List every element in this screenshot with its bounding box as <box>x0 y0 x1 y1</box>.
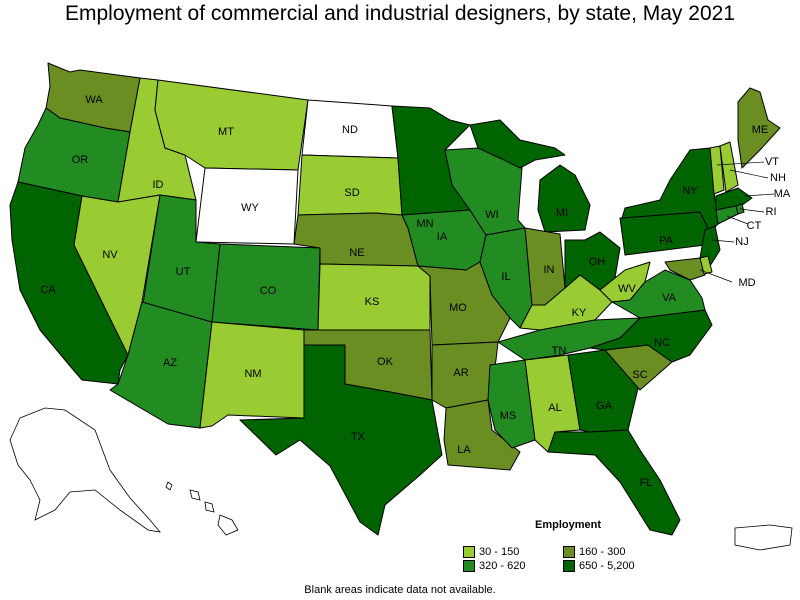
state-hi-island <box>217 514 239 536</box>
state-hi-island <box>189 489 201 501</box>
state-hi-island <box>165 481 173 491</box>
state-label-wi: WI <box>485 209 498 221</box>
callout-line-vt <box>716 161 765 166</box>
legend-item-160-300: 160 - 300 <box>563 545 663 559</box>
state-label-ca: CA <box>40 284 56 296</box>
state-label-mn: MN <box>416 218 433 230</box>
state-label-va: VA <box>662 292 677 304</box>
state-label-al: AL <box>548 402 561 414</box>
state-mi <box>469 119 566 169</box>
callout-line-md <box>699 269 733 283</box>
state-label-az: AZ <box>163 357 177 369</box>
state-label-ia: IA <box>437 231 448 243</box>
legend-label: 650 - 5,200 <box>579 560 635 572</box>
legend-label: 320 - 620 <box>479 560 526 572</box>
state-label-mi: MI <box>556 207 568 219</box>
state-label-or: OR <box>72 154 89 166</box>
state-me <box>737 87 781 169</box>
callout-line-ct <box>726 215 749 225</box>
state-mi <box>537 164 591 233</box>
state-label-ms: MS <box>500 410 517 422</box>
state-label-ma: MA <box>774 188 791 200</box>
legend-item-320-620: 320 - 620 <box>463 559 563 573</box>
state-md <box>664 257 706 281</box>
legend-title: Employment <box>534 519 601 531</box>
legend-swatch <box>563 560 575 572</box>
state-label-ks: KS <box>365 296 380 308</box>
state-fl <box>547 429 681 536</box>
callout-line-ri <box>739 208 765 213</box>
state-label-ok: OK <box>377 356 394 368</box>
state-label-mo: MO <box>449 302 467 314</box>
state-ma <box>715 187 753 211</box>
footnote: Blank areas indicate data not available. <box>304 584 496 596</box>
callout-line-nj <box>711 239 735 243</box>
state-label-md: MD <box>738 277 755 289</box>
state-label-nh: NH <box>770 172 786 184</box>
state-label-ga: GA <box>596 400 613 412</box>
state-label-nv: NV <box>102 249 118 261</box>
state-label-sd: SD <box>344 187 359 199</box>
legend-item-30-150: 30 - 150 <box>463 545 563 559</box>
legend: Employment 30 - 150 160 - 300 320 - 620 … <box>463 519 663 573</box>
state-label-fl: FL <box>640 477 653 489</box>
state-ny <box>621 147 723 233</box>
legend-swatch <box>463 560 475 572</box>
state-label-oh: OH <box>589 256 606 268</box>
state-label-tx: TX <box>351 431 366 443</box>
state-hi-island <box>204 501 215 513</box>
state-nh <box>719 141 739 193</box>
state-label-co: CO <box>260 285 277 297</box>
state-pa <box>619 211 711 256</box>
state-label-vt: VT <box>765 156 779 168</box>
state-label-ri: RI <box>766 206 777 218</box>
state-ak <box>9 407 161 533</box>
state-label-mt: MT <box>218 126 234 138</box>
state-sd <box>297 154 403 216</box>
state-ct <box>715 205 739 225</box>
legend-swatch <box>463 546 475 558</box>
legend-label: 30 - 150 <box>479 546 520 558</box>
state-label-tn: TN <box>552 345 567 357</box>
state-label-nm: NM <box>244 368 261 380</box>
state-nc <box>589 309 713 363</box>
state-vt <box>709 145 725 195</box>
state-label-ky: KY <box>572 307 587 319</box>
state-label-la: LA <box>457 444 471 456</box>
state-label-nj: NJ <box>735 236 748 248</box>
state-label-nd: ND <box>342 124 358 136</box>
state-label-nc: NC <box>654 337 670 349</box>
state-label-il: IL <box>501 271 510 283</box>
legend-item-650-5200: 650 - 5,200 <box>563 559 663 573</box>
state-label-wv: WV <box>618 283 636 295</box>
state-de <box>699 255 713 275</box>
state-label-ut: UT <box>176 266 191 278</box>
legend-swatch <box>563 546 575 558</box>
state-label-ct: CT <box>747 220 762 232</box>
state-label-sc: SC <box>632 369 647 381</box>
state-label-ny: NY <box>682 185 698 197</box>
state-label-ar: AR <box>453 367 468 379</box>
callout-line-ma <box>744 193 775 197</box>
legend-label: 160 - 300 <box>579 546 626 558</box>
state-ks <box>317 263 431 331</box>
state-nj <box>699 225 721 267</box>
state-label-wy: WY <box>241 202 259 214</box>
state-label-ne: NE <box>349 247 364 259</box>
state-pr <box>734 524 793 551</box>
state-label-id: ID <box>153 179 164 191</box>
state-label-pa: PA <box>659 235 674 247</box>
page-title: Employment of commercial and industrial … <box>65 2 735 25</box>
state-tx <box>239 344 443 536</box>
state-label-wa: WA <box>85 94 103 106</box>
state-label-me: ME <box>752 124 769 136</box>
state-label-in: IN <box>544 264 555 276</box>
callout-line-nh <box>729 169 769 179</box>
